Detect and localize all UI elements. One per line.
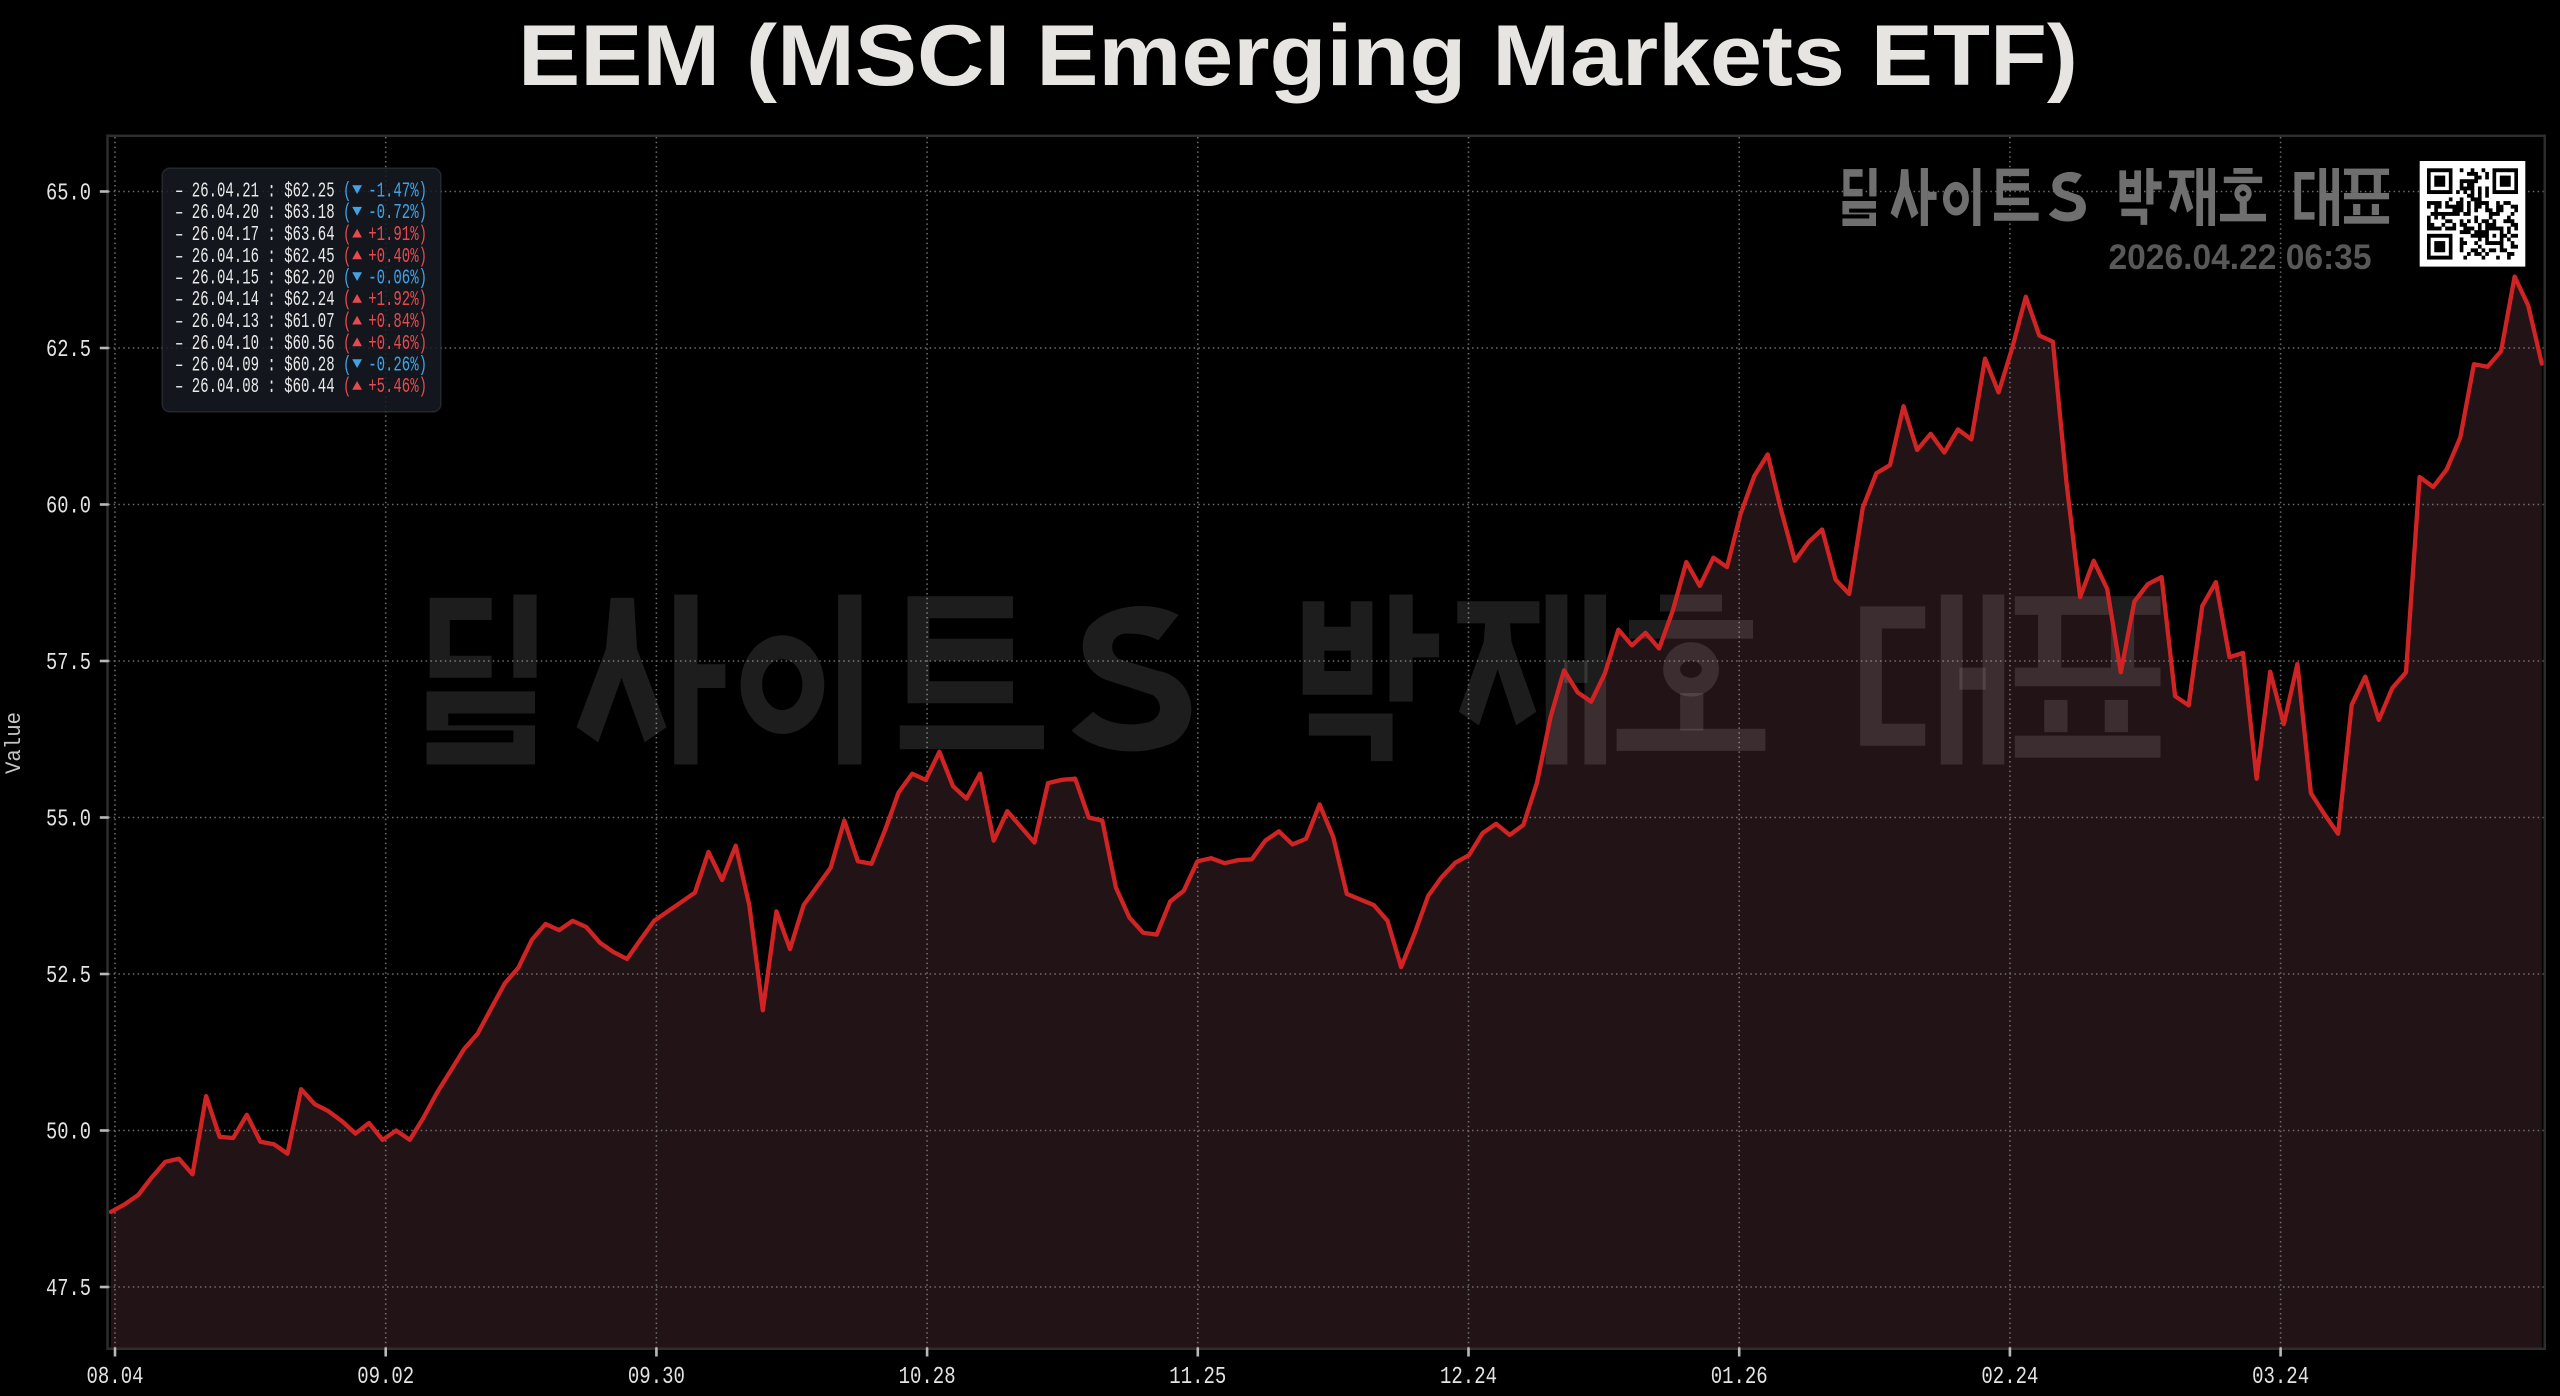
svg-text:-0.72%): -0.72%)	[368, 202, 427, 225]
svg-text:52.5: 52.5	[46, 963, 91, 990]
svg-text:+0.84%): +0.84%)	[368, 311, 427, 334]
svg-text:– 26.04.10 : $60.56: – 26.04.10 : $60.56	[175, 333, 335, 356]
svg-text:-0.26%): -0.26%)	[368, 355, 427, 378]
svg-text:(: (	[343, 268, 351, 291]
svg-text:– 26.04.15 : $62.20: – 26.04.15 : $62.20	[175, 268, 335, 291]
svg-text:(: (	[343, 355, 351, 378]
svg-text:– 26.04.13 : $61.07: – 26.04.13 : $61.07	[175, 311, 335, 334]
svg-text:-1.47%): -1.47%)	[368, 181, 427, 204]
svg-text:(: (	[343, 376, 351, 399]
svg-text:(: (	[343, 333, 351, 356]
svg-text:09.02: 09.02	[357, 1364, 414, 1391]
svg-text:(: (	[343, 289, 351, 312]
svg-text:11.25: 11.25	[1169, 1364, 1226, 1391]
svg-text:– 26.04.21 : $62.25: – 26.04.21 : $62.25	[175, 181, 335, 204]
svg-text:09.30: 09.30	[628, 1364, 685, 1391]
svg-text:+1.92%): +1.92%)	[368, 289, 427, 312]
svg-text:62.5: 62.5	[46, 337, 91, 364]
svg-text:– 26.04.08 : $60.44: – 26.04.08 : $60.44	[175, 376, 335, 399]
svg-text:+5.46%): +5.46%)	[368, 376, 427, 399]
svg-text:– 26.04.20 : $63.18: – 26.04.20 : $63.18	[175, 202, 335, 225]
svg-text:02.24: 02.24	[1981, 1364, 2038, 1391]
svg-text:60.0: 60.0	[46, 494, 91, 521]
svg-text:(: (	[343, 311, 351, 334]
svg-text:50.0: 50.0	[46, 1120, 91, 1147]
svg-text:08.04: 08.04	[87, 1364, 144, 1391]
svg-text:57.5: 57.5	[46, 650, 91, 677]
svg-text:12.24: 12.24	[1440, 1364, 1497, 1391]
svg-text:65.0: 65.0	[46, 181, 91, 208]
svg-text:2026.04.22 06:35: 2026.04.22 06:35	[2109, 238, 2372, 277]
svg-text:+0.40%): +0.40%)	[368, 246, 427, 269]
svg-text:(: (	[343, 202, 351, 225]
svg-text:(: (	[343, 181, 351, 204]
svg-text:– 26.04.09 : $60.28: – 26.04.09 : $60.28	[175, 355, 335, 378]
svg-text:– 26.04.14 : $62.24: – 26.04.14 : $62.24	[175, 289, 335, 312]
svg-text:47.5: 47.5	[46, 1276, 91, 1303]
svg-text:-0.06%): -0.06%)	[368, 268, 427, 291]
svg-text:– 26.04.16 : $62.45: – 26.04.16 : $62.45	[175, 246, 335, 269]
svg-text:03.24: 03.24	[2252, 1364, 2309, 1391]
svg-text:55.0: 55.0	[46, 807, 91, 834]
svg-text:+1.91%): +1.91%)	[368, 224, 427, 247]
svg-text:(: (	[343, 224, 351, 247]
svg-text:(: (	[343, 246, 351, 269]
svg-text:10.28: 10.28	[899, 1364, 956, 1391]
svg-text:– 26.04.17 : $63.64: – 26.04.17 : $63.64	[175, 224, 335, 247]
svg-text:EEM (MSCI Emerging Markets ETF: EEM (MSCI Emerging Markets ETF)	[518, 8, 2078, 104]
svg-text:01.26: 01.26	[1711, 1364, 1768, 1391]
svg-text:Value: Value	[2, 712, 27, 774]
svg-text:+0.46%): +0.46%)	[368, 333, 427, 356]
